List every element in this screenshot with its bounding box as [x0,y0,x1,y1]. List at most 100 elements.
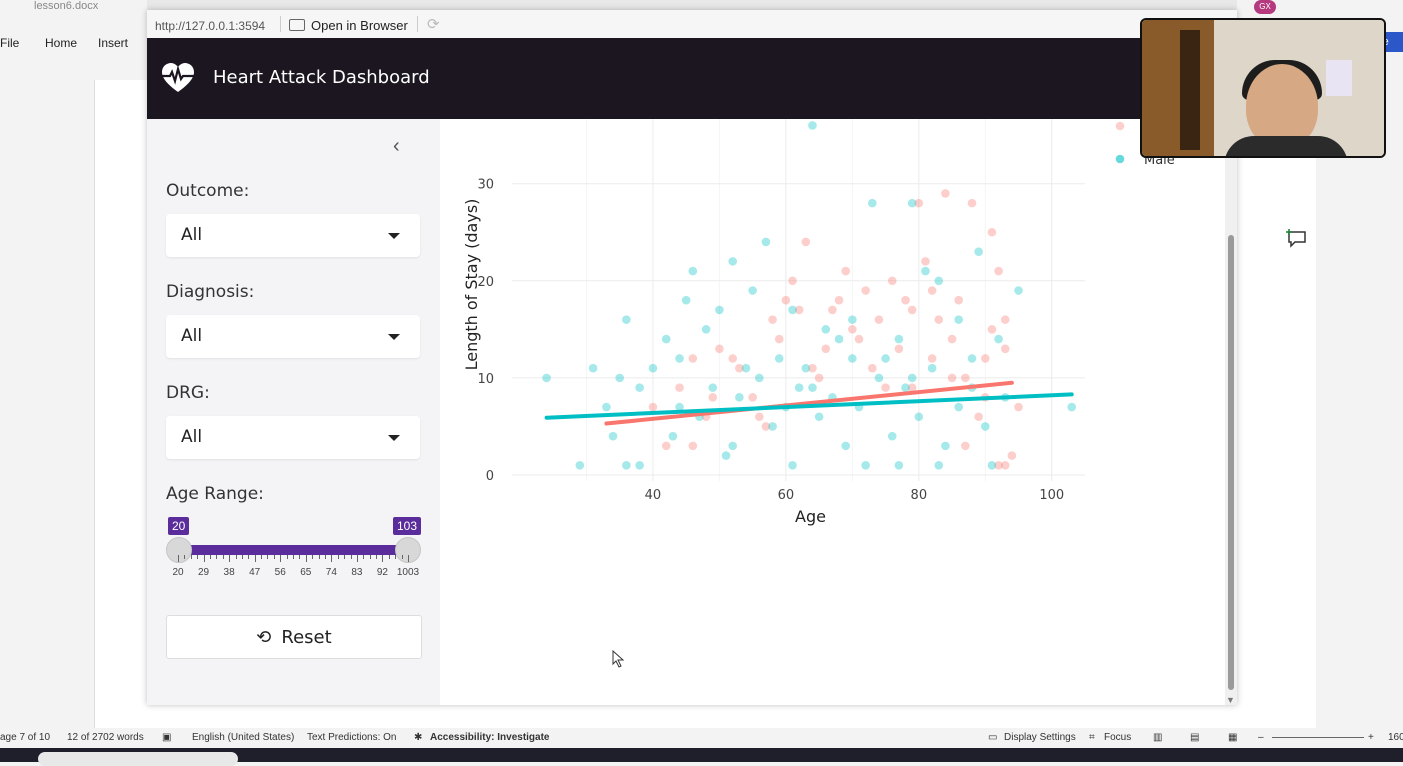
data-point [874,315,884,324]
slider-tick-label: 83 [351,567,363,578]
data-point [987,325,997,334]
data-point [661,441,671,451]
slider-tick [356,555,358,562]
data-point [941,189,950,198]
slider-tick-label: 56 [274,567,286,578]
data-point [735,393,744,402]
slider-max-handle[interactable] [395,537,421,563]
url-text[interactable]: http://127.0.0.1:3594 [155,19,266,33]
word-count[interactable]: 12 of 2702 words [67,732,144,743]
text-predictions[interactable]: Text Predictions: On [307,732,397,743]
display-icon: ▭ [988,732,998,743]
y-tick-label: 20 [477,275,494,290]
zoom-out-icon[interactable]: – [1258,732,1264,743]
vertical-scrollbar[interactable]: ▼ [1225,130,1237,705]
drg-select[interactable]: All [166,416,420,459]
reset-button[interactable]: ⟲ Reset [166,615,422,659]
data-point [622,460,631,470]
display-settings[interactable]: Display Settings [1004,732,1076,743]
zoom-level[interactable]: 160 [1388,732,1403,743]
slider-tick-label: 29 [197,567,210,578]
data-point [728,257,738,266]
slider-tick-label: 47 [249,567,261,578]
data-point [761,422,771,431]
trend-line [544,392,1074,420]
drg-value: All [181,427,203,447]
open-in-browser-label: Open in Browser [311,17,408,33]
data-point [821,344,831,354]
door-frame [1180,30,1200,150]
slider-tick [229,555,231,562]
slider-tick [178,555,179,562]
page-count[interactable]: age 7 of 10 [0,732,51,743]
chevron-down-icon [388,334,400,340]
data-point [701,325,711,334]
data-point [781,295,791,305]
data-point [894,344,904,354]
slider-tick [203,555,205,562]
data-point [728,354,738,363]
data-point [841,441,851,451]
address-bar: http://127.0.0.1:3594 Open in Browser ⟳ [147,10,1237,39]
data-point [934,315,944,324]
taskbar-search[interactable] [38,752,238,766]
tab-home[interactable]: Home [45,36,78,50]
data-point [887,276,897,286]
zoom-slider[interactable] [1272,737,1364,738]
zoom-in-icon[interactable]: + [1368,732,1374,743]
data-point [602,402,611,412]
slider-tick [331,555,333,562]
user-avatar[interactable]: GX [1254,0,1276,14]
data-point [615,373,625,383]
collapse-sidebar-icon[interactable]: ‹ [393,135,400,157]
slider-min-handle[interactable] [166,537,192,563]
tab-insert[interactable]: Insert [98,36,129,50]
data-point [927,286,937,295]
data-point [622,315,631,324]
language[interactable]: English (United States) [192,732,295,743]
new-comment-icon[interactable] [1286,228,1308,248]
slider-tick [184,555,186,559]
browser-icon [289,19,305,31]
scroll-thumb[interactable] [1228,235,1234,690]
data-point [848,325,857,334]
focus-icon: ⌗ [1089,732,1095,743]
read-mode-icon[interactable]: ▥ [1153,732,1163,743]
data-point [980,422,990,431]
data-point [848,315,857,324]
data-point [927,363,937,373]
scroll-down-icon[interactable]: ▼ [1226,695,1235,705]
age-range-slider[interactable]: 20 103 20 29 38 47 56 65 74 83 92 1003 [166,517,424,587]
tab-file[interactable]: File [0,36,20,50]
divider [417,16,418,32]
accessibility-status[interactable]: Accessibility: Investigate [430,732,550,743]
person-face [1246,64,1318,148]
data-point [741,363,751,373]
open-in-browser-button[interactable]: Open in Browser [289,16,408,34]
data-point [708,393,718,402]
x-tick-label: 80 [911,488,928,503]
main-panel: 40 60 80 100 0 10 20 30 Age Length of Stay (days)… [440,119,1237,705]
refresh-icon[interactable]: ⟳ [427,16,440,33]
age-max-badge: 103 [393,517,422,535]
data-point [661,334,671,344]
outcome-select[interactable]: All [166,214,420,257]
data-point [1014,286,1023,295]
data-point [954,315,964,324]
data-point [788,276,797,286]
age-range-label: Age Range: [166,484,264,504]
web-layout-icon[interactable]: ▦ [1228,732,1238,743]
y-tick-label: 0 [486,469,494,484]
slider-track[interactable] [178,545,408,555]
y-axis-label: Length of Stay (days) [462,199,481,371]
data-point [735,363,744,373]
proofing-icon[interactable]: ▣ [162,732,172,743]
focus-mode[interactable]: Focus [1104,732,1132,743]
diagnosis-select[interactable]: All [166,315,420,358]
data-point [821,325,831,334]
slider-tick-label: 20 [172,567,184,578]
print-layout-icon[interactable]: ▤ [1190,732,1200,743]
divider [280,16,281,32]
data-point [588,363,598,373]
data-point [1000,344,1010,354]
